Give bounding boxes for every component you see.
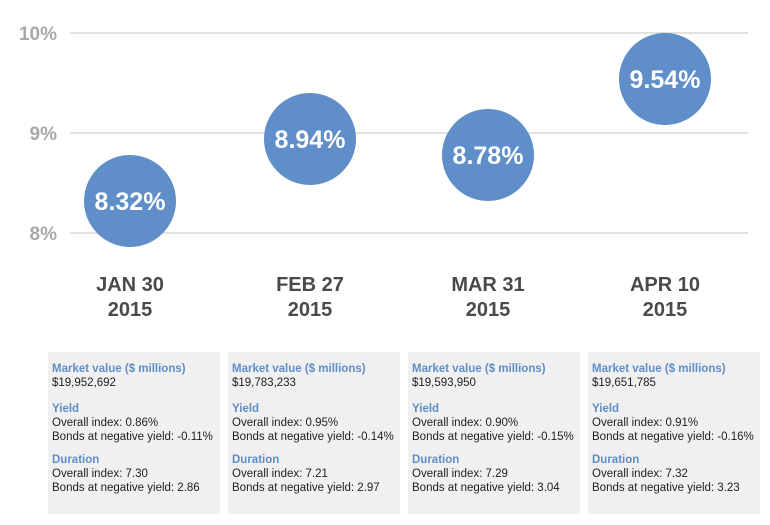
y-tick-label: 9% (30, 124, 58, 145)
duration-title: Duration (52, 454, 100, 466)
x-tick-label-year: 2015 (466, 299, 511, 321)
market-value-title: Market value ($ millions) (52, 363, 186, 375)
market-value-title: Market value ($ millions) (412, 363, 546, 375)
market-value: $19,593,950 (412, 377, 476, 389)
x-tick-label-date: APR 10 (630, 274, 700, 296)
data-bubble (619, 33, 711, 125)
market-value: $19,783,233 (232, 377, 296, 389)
x-tick-label-date: FEB 27 (276, 274, 344, 296)
yield-title: Yield (592, 403, 620, 415)
yield-negative: Bonds at negative yield: -0.15% (412, 431, 574, 443)
yield-title: Yield (232, 403, 260, 415)
yield-overall: Overall index: 0.91% (592, 417, 699, 429)
duration-negative: Bonds at negative yield: 3.04 (412, 482, 560, 494)
data-label: 9.54% (630, 66, 701, 94)
duration-overall: Overall index: 7.30 (52, 468, 148, 480)
y-tick-label: 8% (30, 224, 58, 245)
yield-overall: Overall index: 0.95% (232, 417, 339, 429)
y-tick-label: 10% (19, 24, 57, 45)
x-tick-label-year: 2015 (108, 299, 153, 321)
data-bubble (442, 109, 534, 201)
stats-panel-2: Market value ($ millions) $19,783,233 Yi… (228, 352, 400, 514)
yield-negative: Bonds at negative yield: -0.14% (232, 431, 394, 443)
market-value: $19,651,785 (592, 377, 656, 389)
duration-title: Duration (412, 454, 460, 466)
x-tick-label-year: 2015 (643, 299, 688, 321)
data-bubble (264, 93, 356, 185)
market-value: $19,952,692 (52, 377, 116, 389)
stats-panel-4: Market value ($ millions) $19,651,785 Yi… (588, 352, 760, 514)
duration-negative: Bonds at negative yield: 2.86 (52, 482, 200, 494)
x-tick-label-date: MAR 31 (451, 274, 524, 296)
bubble-chart: 10% 9% 8% 8.32% JAN 30 2015 8.94% FEB 27 2015 8.7… (19, 24, 748, 321)
stats-panel-1: Market value ($ millions) $19,952,692 Yi… (48, 352, 220, 514)
x-tick-label-date: JAN 30 (96, 274, 164, 296)
yield-negative: Bonds at negative yield: -0.16% (592, 431, 754, 443)
yield-title: Yield (52, 403, 80, 415)
yield-negative: Bonds at negative yield: -0.11% (52, 431, 213, 443)
x-tick-label-year: 2015 (288, 299, 333, 321)
yield-title: Yield (412, 403, 440, 415)
duration-negative: Bonds at negative yield: 3.23 (592, 482, 740, 494)
duration-negative: Bonds at negative yield: 2.97 (232, 482, 380, 494)
data-label: 8.32% (95, 188, 166, 216)
market-value-title: Market value ($ millions) (592, 363, 726, 375)
data-label: 8.94% (275, 126, 346, 154)
market-value-title: Market value ($ millions) (232, 363, 366, 375)
yield-overall: Overall index: 0.90% (412, 417, 519, 429)
duration-overall: Overall index: 7.29 (412, 468, 508, 480)
data-label: 8.78% (453, 142, 524, 170)
stats-panel-3: Market value ($ millions) $19,593,950 Yi… (408, 352, 580, 514)
duration-overall: Overall index: 7.21 (232, 468, 328, 480)
yield-overall: Overall index: 0.86% (52, 417, 159, 429)
data-bubble (84, 155, 176, 247)
duration-overall: Overall index: 7.32 (592, 468, 688, 480)
duration-title: Duration (592, 454, 640, 466)
duration-title: Duration (232, 454, 280, 466)
